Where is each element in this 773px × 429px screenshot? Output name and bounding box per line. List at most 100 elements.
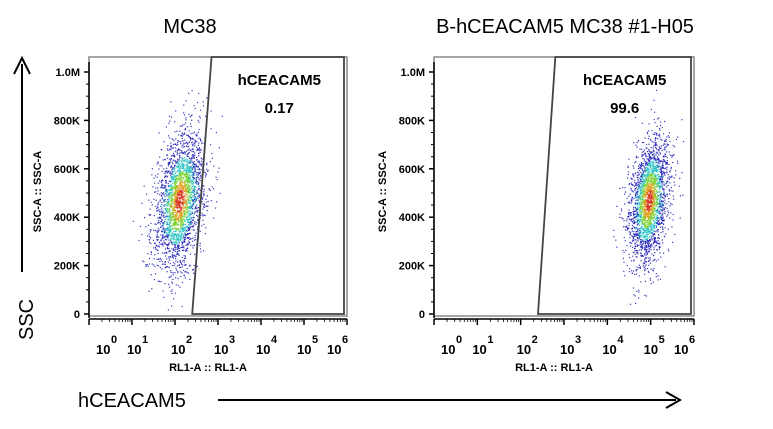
data-point [644,262,646,264]
data-point [184,257,187,259]
data-point [188,184,190,186]
data-point [652,192,654,194]
data-point [654,201,656,203]
data-point [641,218,643,221]
data-point [191,188,193,190]
data-point [184,181,186,183]
data-point [158,245,160,247]
data-point [177,270,179,272]
data-point [177,253,179,255]
data-point [179,183,181,186]
data-point [655,222,657,225]
data-point [645,143,648,146]
data-point [167,234,169,236]
data-point [175,221,177,223]
data-point [159,216,161,218]
data-point [659,153,662,155]
data-point [659,201,661,203]
data-point [631,218,633,220]
data-point [197,197,199,199]
data-point [638,224,640,226]
data-point [641,239,643,241]
data-point [666,163,668,165]
data-point [186,179,188,181]
data-point [168,251,170,253]
data-point [198,128,200,131]
data-point [183,214,185,216]
data-point [637,180,639,182]
data-point [663,219,665,221]
data-point [209,189,211,192]
data-point [639,177,641,179]
data-point [186,189,188,191]
data-point [631,196,633,198]
data-point [168,231,170,234]
data-point [195,134,197,136]
data-point [648,271,650,274]
data-point [647,133,649,135]
data-point [165,203,167,205]
data-point [645,213,647,216]
data-point [187,228,189,230]
data-point [193,272,195,274]
data-point [666,136,668,138]
data-point [634,227,636,229]
data-point [644,210,646,212]
data-point [649,179,651,181]
data-point [179,177,181,179]
data-point [653,198,655,200]
data-point [193,244,196,246]
data-point [638,233,640,235]
data-point [651,187,653,189]
data-point [174,181,176,183]
data-point [663,156,665,158]
data-point [656,171,658,173]
data-point [164,238,167,240]
data-point [174,224,176,226]
data-point [193,174,196,176]
data-point [210,128,212,130]
data-point [661,214,663,216]
data-point [180,214,182,216]
data-point [179,184,182,186]
data-point [648,168,650,170]
data-point [660,256,662,258]
data-point [189,205,192,207]
data-point [647,179,650,181]
data-point [197,222,199,224]
data-point [170,237,172,240]
data-point [654,252,656,254]
data-point [192,203,194,205]
data-point [641,228,643,230]
data-point [624,229,627,231]
data-point [197,177,199,179]
data-point [172,218,174,221]
data-point [649,232,651,234]
data-point [660,201,663,203]
data-point [155,244,157,246]
data-point [161,231,163,233]
data-point [168,257,170,259]
data-point [181,189,184,191]
data-point [176,248,178,250]
data-point [192,137,194,140]
data-point [629,233,632,235]
data-point [185,142,187,144]
data-point [181,176,183,178]
data-point [173,210,175,212]
data-point [188,224,190,226]
data-point [170,145,172,147]
data-point [168,243,170,245]
data-point [180,208,182,210]
data-point [191,191,193,193]
data-point [647,222,649,224]
data-point [181,124,183,126]
data-point [645,234,647,236]
data-point [148,233,150,235]
data-point [648,198,650,200]
data-point [178,164,180,166]
data-point [194,208,196,210]
data-point [174,214,176,216]
data-point [655,180,657,182]
data-point [630,177,632,179]
